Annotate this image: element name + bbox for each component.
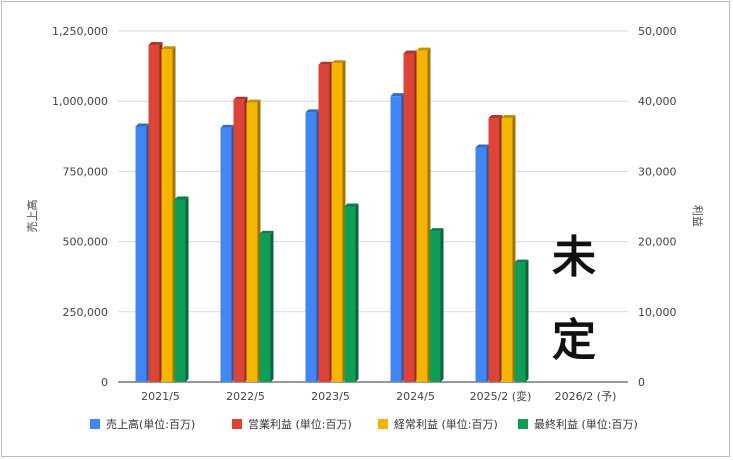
right-axis-ticks: 0 10,000 20,000 30,000 40,000 50,000 (638, 25, 677, 389)
bar (174, 199, 186, 382)
bars (135, 42, 529, 383)
x-tick-label: 2021/5 (141, 390, 180, 403)
left-axis-title: 売上高 (25, 200, 39, 233)
bar-side (185, 196, 189, 382)
x-tick-label: 2024/5 (396, 390, 435, 403)
bar-top (220, 124, 235, 128)
bar (514, 262, 526, 382)
bar (331, 63, 343, 383)
bar (220, 127, 232, 382)
bar-side (525, 259, 529, 382)
right-axis-title: 利益 (691, 205, 705, 227)
bar-top (403, 50, 418, 54)
left-tick-label: 0 (101, 376, 108, 389)
bar-top (161, 46, 176, 50)
annotation-line-2: 定 (552, 315, 596, 366)
legend-label: 営業利益 (単位:百万) (248, 417, 352, 431)
legend-swatch (232, 419, 242, 429)
bar (135, 126, 147, 382)
right-tick-label: 40,000 (638, 95, 677, 108)
right-tick-label: 20,000 (638, 236, 677, 249)
bar-top (246, 99, 261, 103)
bar (501, 118, 513, 382)
right-tick-label: 30,000 (638, 165, 677, 178)
annotation-line-1: 未 (552, 232, 596, 283)
bar-top (429, 228, 444, 232)
legend-label: 最終利益 (単位:百万) (534, 417, 638, 431)
bar (403, 53, 415, 383)
x-axis-labels: 2021/5 2022/5 2023/5 2024/5 2025/2 (変) 2026/2… (141, 389, 616, 403)
bar-top (148, 42, 163, 46)
bar-top (233, 96, 248, 100)
right-tick-label: 50,000 (638, 25, 677, 38)
left-tick-label: 1,000,000 (52, 95, 108, 108)
right-tick-label: 0 (638, 376, 645, 389)
left-tick-label: 750,000 (63, 165, 109, 178)
legend-label: 売上高(単位:百万) (106, 417, 195, 431)
bar (390, 96, 402, 382)
legend-swatch (378, 419, 388, 429)
left-tick-label: 500,000 (63, 236, 109, 249)
bar-side (270, 230, 274, 382)
bar-top (501, 115, 516, 119)
bar-top (305, 109, 320, 113)
bar (318, 64, 330, 383)
bar-top (259, 230, 274, 234)
bar (429, 231, 441, 382)
bar (161, 49, 173, 382)
bar-top (488, 115, 503, 119)
left-tick-label: 250,000 (63, 306, 109, 319)
bar (344, 206, 356, 382)
x-tick-label: 2022/5 (226, 390, 265, 403)
bar (416, 50, 428, 382)
bar-top (174, 196, 189, 200)
bar (488, 118, 500, 382)
legend-label: 経常利益 (単位:百万) (394, 417, 498, 431)
bar-top (416, 47, 431, 51)
right-tick-label: 10,000 (638, 306, 677, 319)
bar-side (440, 228, 444, 382)
left-axis-ticks: 0 250,000 500,000 750,000 1,000,000 1,250,000 (52, 25, 108, 389)
x-tick-label: 2023/5 (311, 390, 350, 403)
legend-swatch (518, 419, 528, 429)
bar (305, 112, 317, 382)
x-tick-label: 2026/2 (予) (555, 390, 617, 403)
bar (233, 99, 245, 383)
legend-swatch (90, 419, 100, 429)
bar (148, 45, 160, 382)
bar (475, 147, 487, 382)
bar-side (355, 203, 359, 382)
x-tick-label: 2025/2 (変) (470, 389, 532, 403)
bar-top (318, 61, 333, 65)
bar (259, 233, 271, 382)
bar (246, 102, 258, 382)
bar-top (331, 60, 346, 64)
bar-top (390, 93, 405, 97)
left-tick-label: 1,250,000 (52, 25, 108, 38)
bar-top (135, 123, 150, 127)
gridlines (118, 30, 628, 383)
legend: 売上高(単位:百万) 営業利益 (単位:百万) 経常利益 (単位:百万) 最終利益 (… (90, 417, 638, 431)
bar-top (475, 144, 490, 148)
bar-top (344, 203, 359, 207)
bar-top (514, 259, 529, 263)
